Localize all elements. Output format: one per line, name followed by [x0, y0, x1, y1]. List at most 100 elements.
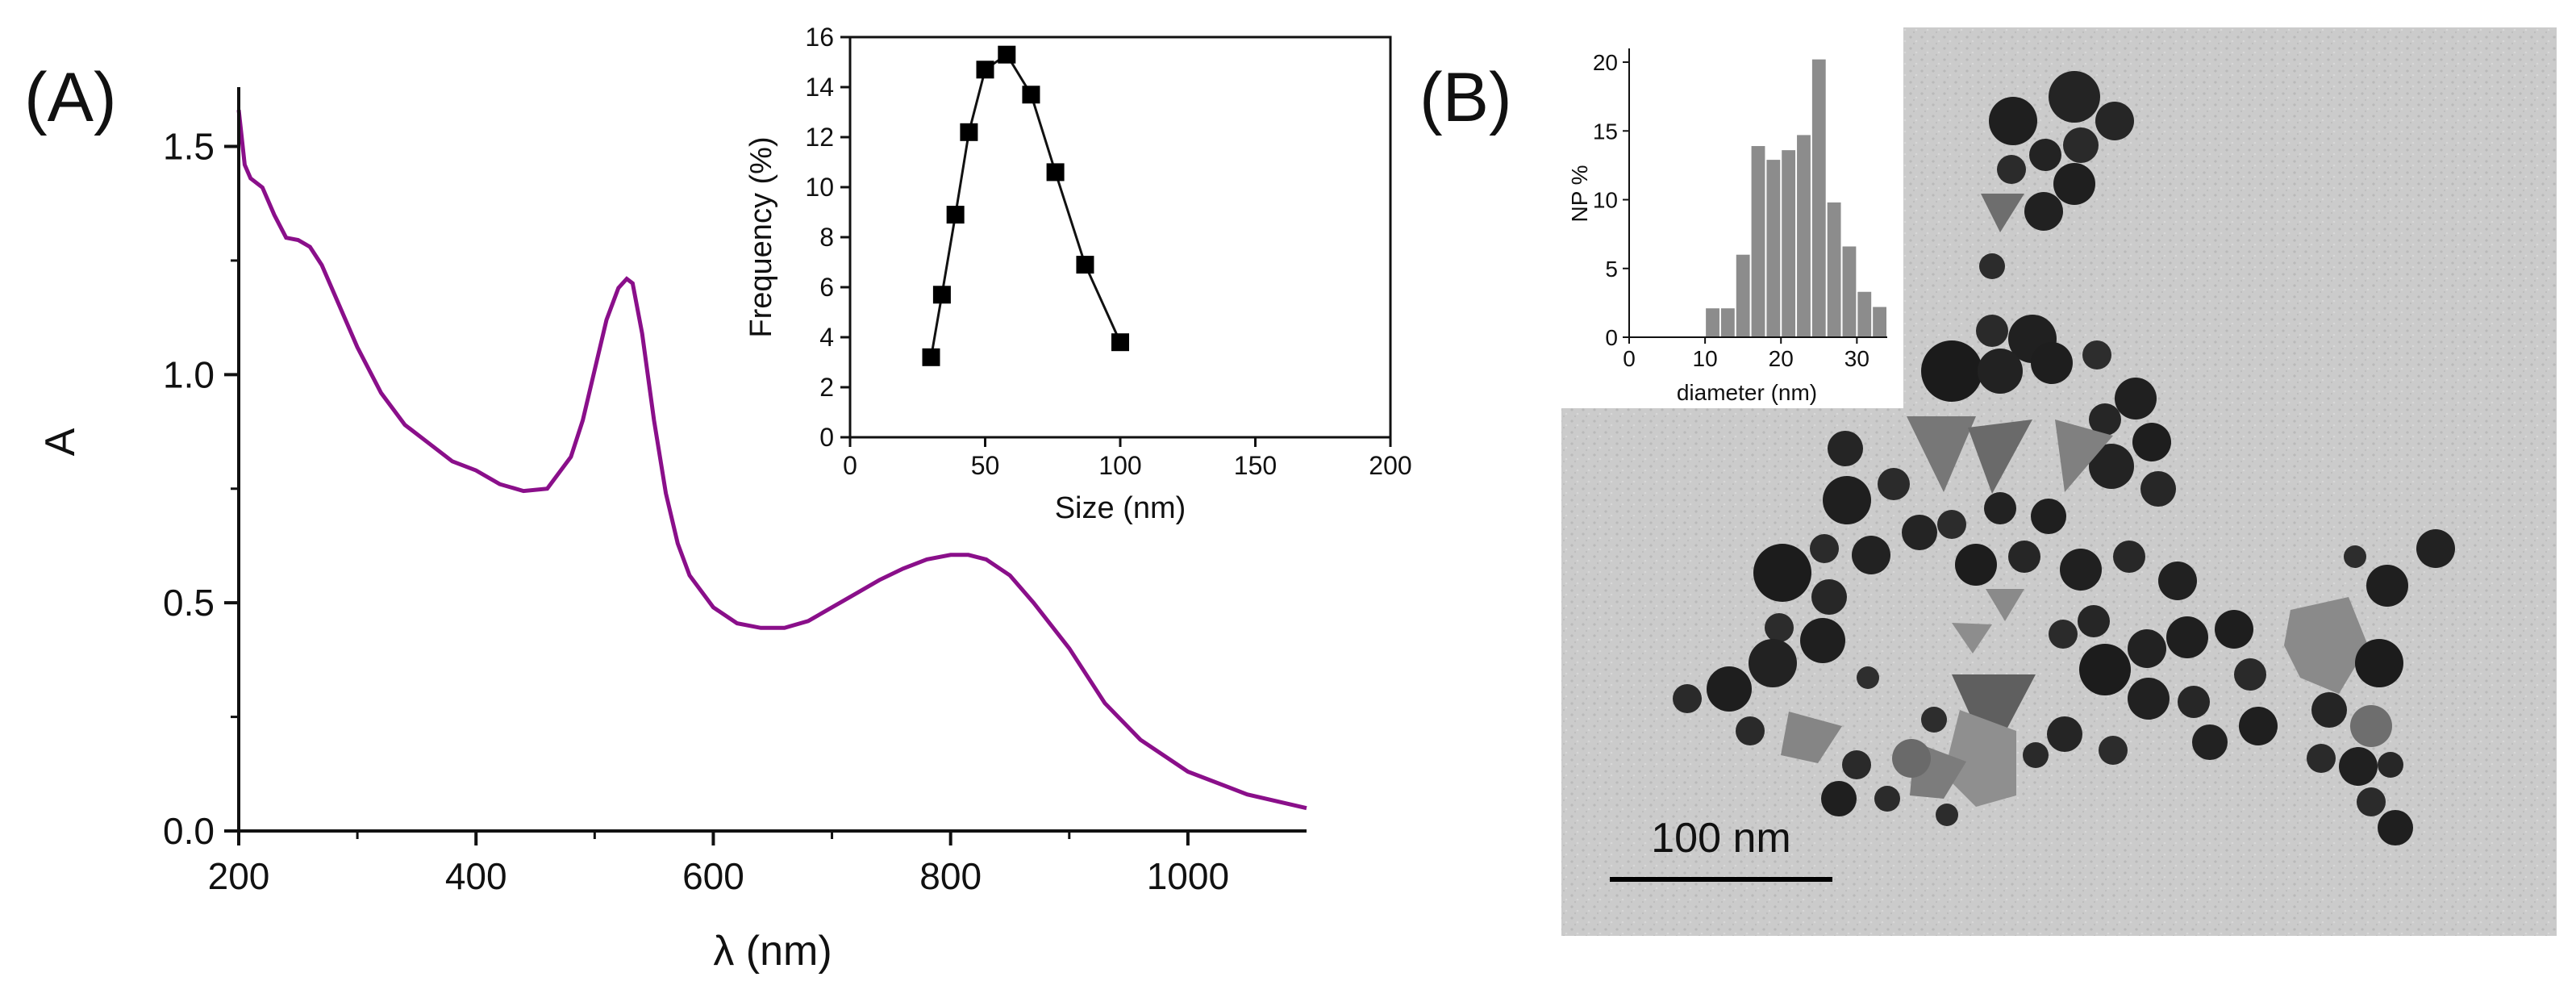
- panel-b-label: (B): [1419, 59, 1512, 136]
- nanoparticle: [1976, 315, 2008, 347]
- nanoparticle: [2344, 545, 2366, 568]
- inset-x-tick-label: 0: [843, 451, 857, 480]
- nanoparticle: [2031, 342, 2073, 384]
- inset-data-marker: [932, 286, 951, 304]
- triangular-nanoplate: [1981, 194, 2024, 232]
- inset-y-tick-label: 16: [805, 23, 834, 52]
- panel-a-label: (A): [24, 59, 117, 136]
- inset-y-tick-label: 10: [805, 173, 834, 202]
- histogram-bar: [1766, 160, 1781, 337]
- absorbance-y-tick-label: 1.5: [163, 126, 215, 168]
- absorbance-y-ticks: 0.0 0.5 1.0 1.5: [163, 126, 239, 852]
- inset-y-tick-label: 12: [805, 123, 834, 152]
- inset-y-tick-label: 2: [819, 373, 834, 402]
- histogram-x-ticks: 0 10 20 30: [1623, 337, 1869, 371]
- nanoparticle: [2029, 139, 2061, 171]
- histogram-x-tick-label: 10: [1693, 346, 1718, 371]
- nanoparticle: [2078, 605, 2110, 637]
- nanoparticle: [2140, 471, 2176, 507]
- nanoparticle: [1707, 666, 1752, 712]
- nanoparticle: [2192, 724, 2228, 760]
- nanoparticle: [1921, 707, 1947, 733]
- nanoparticle: [1936, 804, 1958, 826]
- inset-data-marker: [998, 45, 1016, 64]
- histogram-x-tick-label: 20: [1769, 346, 1794, 371]
- inset-data-marker: [1111, 333, 1129, 352]
- inset-x-tick-label: 150: [1234, 451, 1277, 480]
- scale-bar-label: 100 nm: [1651, 815, 1790, 862]
- nanoparticle: [2158, 562, 2197, 600]
- nanoparticle: [1800, 618, 1845, 663]
- nanoparticle: [2378, 752, 2403, 778]
- nanoparticle: [1821, 781, 1857, 816]
- histogram-bar: [1827, 202, 1841, 337]
- histogram-bar: [1842, 246, 1857, 337]
- nanoparticle: [2166, 616, 2208, 658]
- histogram-bar: [1706, 308, 1719, 337]
- nanoparticle: [1878, 468, 1910, 500]
- nanoparticle: [2355, 639, 2403, 687]
- nanoparticle: [2178, 686, 2210, 718]
- nanoparticle: [2053, 163, 2095, 205]
- inset-data-marker: [1046, 163, 1065, 182]
- nanoparticle: [2063, 127, 2099, 163]
- nanoparticle: [2049, 71, 2100, 123]
- inset-x-tick-label: 50: [971, 451, 1000, 480]
- nanoparticle: [1978, 349, 2023, 394]
- histogram-bar: [1720, 308, 1735, 337]
- inset-data-marker: [976, 61, 994, 79]
- histogram-bar: [1857, 291, 1872, 337]
- inset-y-tick-label: 0: [819, 423, 834, 452]
- histogram-bar: [1782, 150, 1796, 337]
- nanoparticle: [1811, 579, 1847, 615]
- nanoparticle: [2024, 192, 2063, 231]
- inset-frequency-line: [930, 52, 1122, 358]
- nanoparticle: [2128, 629, 2166, 668]
- nanoparticle: [1749, 639, 1797, 687]
- tem-particles: [1673, 71, 2455, 845]
- nanoparticle: [2060, 549, 2102, 591]
- nanoparticle: [2089, 403, 2121, 436]
- inset-data-marker: [946, 206, 965, 224]
- triangular-nanoplate: [2055, 420, 2113, 492]
- absorbance-chart: 200 400 600 800 1000 0.00.51.01.5 A λ (nm): [37, 87, 1307, 975]
- inset-y-tick-label: 6: [819, 273, 834, 302]
- nanoparticle: [2128, 678, 2170, 720]
- nanoparticle: [1979, 253, 2005, 279]
- nanoparticle: [1736, 716, 1765, 745]
- triangular-nanoplate: [1968, 420, 2032, 494]
- nanoparticle: [1842, 750, 1871, 779]
- triangular-nanoplate: [1907, 416, 1976, 492]
- histogram-bar: [1873, 307, 1886, 337]
- triangular-nanoplate: [1952, 623, 1992, 653]
- histogram-bar: [1736, 254, 1750, 337]
- inset-y-tick-label: 14: [805, 73, 834, 102]
- absorbance-spectrum-line: [236, 110, 1307, 811]
- nanoparticle: [1984, 492, 2016, 524]
- histogram-y-ticks: 0 5 10 15 20: [1593, 50, 1629, 350]
- nanoparticle: [2378, 810, 2413, 845]
- nanoparticle: [2049, 620, 2078, 649]
- inset-data-marker: [1076, 256, 1094, 274]
- nanoparticle: [1874, 786, 1900, 812]
- inset-data-marker: [960, 123, 978, 141]
- absorbance-y-tick-label: 0.0: [163, 810, 215, 852]
- inset-markers: [922, 45, 1129, 366]
- nanoparticle: [2023, 742, 2049, 768]
- nanoparticle: [2079, 644, 2131, 695]
- nanoparticle: [1997, 155, 2026, 184]
- nanoparticle: [1857, 666, 1879, 689]
- size-distribution-inset: 0 50 100 150 200 0 2 4 6 8 10 12 14 16 Frequency (%)…: [744, 23, 1412, 525]
- nanoparticle: [2239, 707, 2278, 745]
- histogram-x-tick-label: 0: [1623, 346, 1636, 371]
- inset-y-tick-label: 8: [819, 223, 834, 252]
- nanoparticle: [2215, 610, 2253, 649]
- nanoparticle: [1921, 340, 1982, 402]
- nanoparticle: [2307, 744, 2336, 773]
- triangular-nanoplate: [1944, 710, 2016, 807]
- tem-image: 100 nm 0 10 20 30 0 5 10 15 20 NP % diameter (n…: [1561, 27, 2557, 936]
- nanoparticle: [1753, 544, 1811, 602]
- nanoparticle: [2350, 705, 2392, 747]
- nanoparticle: [2095, 102, 2134, 140]
- nanoparticle: [2234, 658, 2266, 691]
